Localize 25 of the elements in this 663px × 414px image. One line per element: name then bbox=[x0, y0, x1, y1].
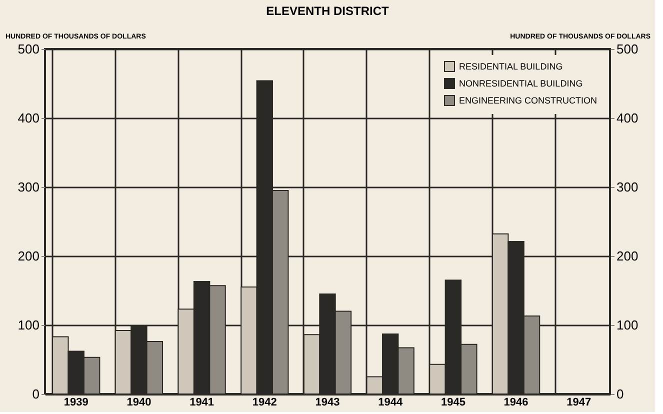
y2-tick-label: 500 bbox=[616, 42, 638, 56]
y-tick-label: 200 bbox=[18, 248, 40, 264]
legend-label: ENGINEERING CONSTRUCTION bbox=[459, 96, 598, 106]
y-tick-label: 300 bbox=[18, 180, 40, 194]
y2-tick-label: 400 bbox=[616, 110, 638, 126]
x-tick-label: 1946 bbox=[504, 396, 528, 408]
x-tick-label: 1943 bbox=[315, 396, 340, 408]
y2-tick-label: 100 bbox=[616, 318, 638, 332]
x-tick-label: 1940 bbox=[126, 396, 152, 408]
y-tick-label: 400 bbox=[18, 110, 40, 126]
x-tick-label: 1939 bbox=[64, 396, 88, 408]
legend-label: NONRESIDENTIAL BUILDING bbox=[459, 78, 583, 88]
chart-title: ELEVENTH DISTRICT bbox=[266, 4, 390, 18]
y2-tick-label: 0 bbox=[616, 386, 624, 402]
x-tick-label: 1941 bbox=[190, 396, 214, 408]
x-tick-label: 1942 bbox=[252, 396, 277, 408]
y2-tick-label: 300 bbox=[616, 180, 638, 194]
x-tick-label: 1947 bbox=[566, 396, 592, 408]
y-tick-label: 0 bbox=[32, 386, 40, 402]
y-tick-label: 100 bbox=[18, 318, 40, 332]
legend-label: RESIDENTIAL BUILDING bbox=[459, 62, 563, 72]
y-tick-label: 500 bbox=[18, 42, 40, 56]
x-tick-label: 1945 bbox=[440, 396, 466, 408]
y2-tick-label: 200 bbox=[616, 248, 638, 264]
x-tick-label: 1944 bbox=[378, 396, 404, 408]
